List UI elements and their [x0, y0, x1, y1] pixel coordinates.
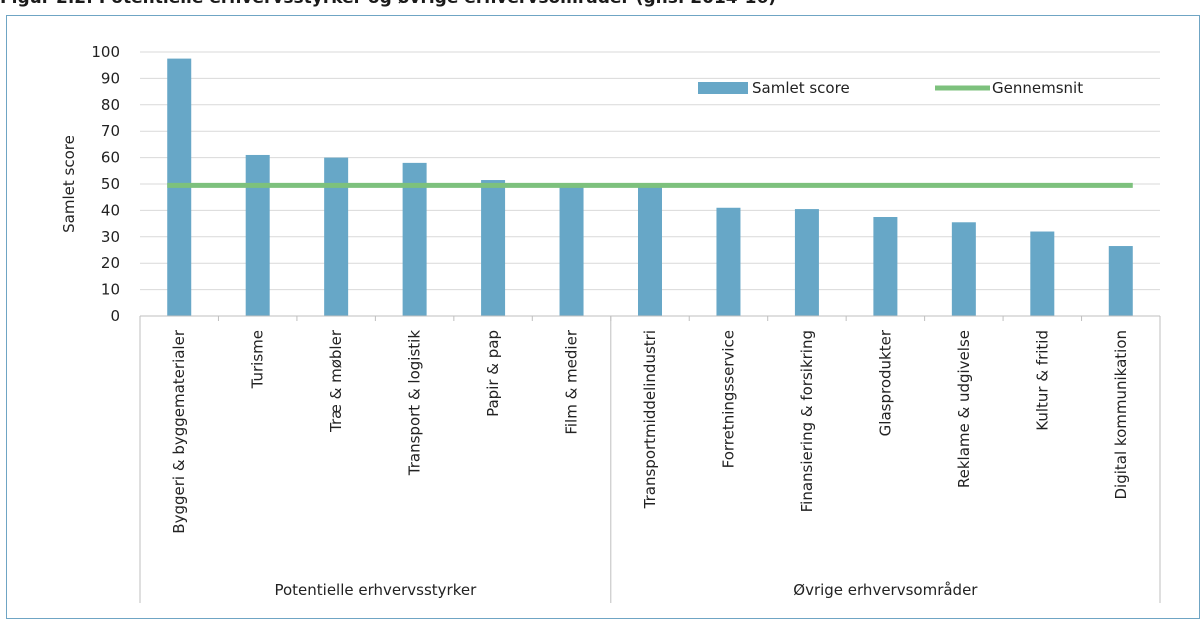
legend-label-samlet-score: Samlet score: [752, 79, 850, 97]
y-tick-label: 40: [101, 201, 120, 219]
x-tick-label: Forretningsservice: [719, 330, 737, 468]
x-tick-label: Turisme: [249, 330, 267, 389]
x-tick-label: Transport & logistik: [406, 330, 424, 477]
x-tick-label: Byggeri & byggematerialer: [170, 329, 188, 534]
y-tick-label: 30: [101, 228, 120, 246]
x-tick-label: Film & medier: [563, 329, 581, 434]
bar: [1108, 246, 1133, 316]
group-label: Øvrige erhvervsområder: [793, 581, 978, 599]
bar: [402, 162, 427, 316]
y-tick-label: 0: [110, 307, 120, 325]
legend-label-gennemsnit: Gennemsnit: [992, 79, 1083, 97]
group-label: Potentielle erhvervsstyrker: [274, 581, 477, 599]
y-tick-label: 20: [101, 254, 120, 272]
labels: 0 10 20 30 40 50 60 70 80 90 100 Byggeri & byggemat…: [91, 43, 1129, 599]
y-tick-label: 80: [101, 96, 120, 114]
y-tick-label: 50: [101, 175, 120, 193]
chart-frame: [6, 15, 1200, 619]
bars: [167, 58, 1133, 316]
x-tick-label: Papir & pap: [484, 330, 502, 417]
axes: [139, 315, 1161, 603]
x-tick-label: Kultur & fritid: [1033, 330, 1051, 431]
bar: [1030, 231, 1055, 316]
x-tick-label: Reklame & udgivelse: [955, 330, 973, 488]
x-tick-label: Glasprodukter: [876, 329, 894, 436]
bar: [638, 185, 662, 316]
y-tick-label: 100: [91, 43, 120, 61]
bar: [951, 222, 976, 316]
bar: [324, 157, 349, 316]
y-tick-label: 70: [101, 122, 120, 140]
x-tick-label: Finansiering & forsikring: [798, 330, 816, 512]
bar: [716, 207, 741, 316]
legend-swatch-bar: [698, 82, 748, 94]
bar: [481, 180, 506, 316]
figure-title: Figur 2.2: Potentielle erhvervsstyrker o…: [0, 0, 776, 8]
y-tick-label: 60: [101, 149, 120, 167]
bar: [794, 209, 819, 316]
x-tick-label: Transportmiddelindustri: [641, 330, 659, 509]
y-axis-title: Samlet score: [60, 135, 78, 233]
bar: [873, 217, 898, 316]
x-tick-label: Digital kommunikation: [1112, 330, 1130, 500]
y-tick-label: 90: [101, 69, 120, 87]
legend: Samlet score Gennemsnit: [698, 79, 1083, 97]
y-tick-label: 10: [101, 281, 120, 299]
bar: [245, 154, 270, 316]
x-tick-label: Træ & møbler: [327, 329, 345, 433]
bar: [559, 185, 584, 316]
